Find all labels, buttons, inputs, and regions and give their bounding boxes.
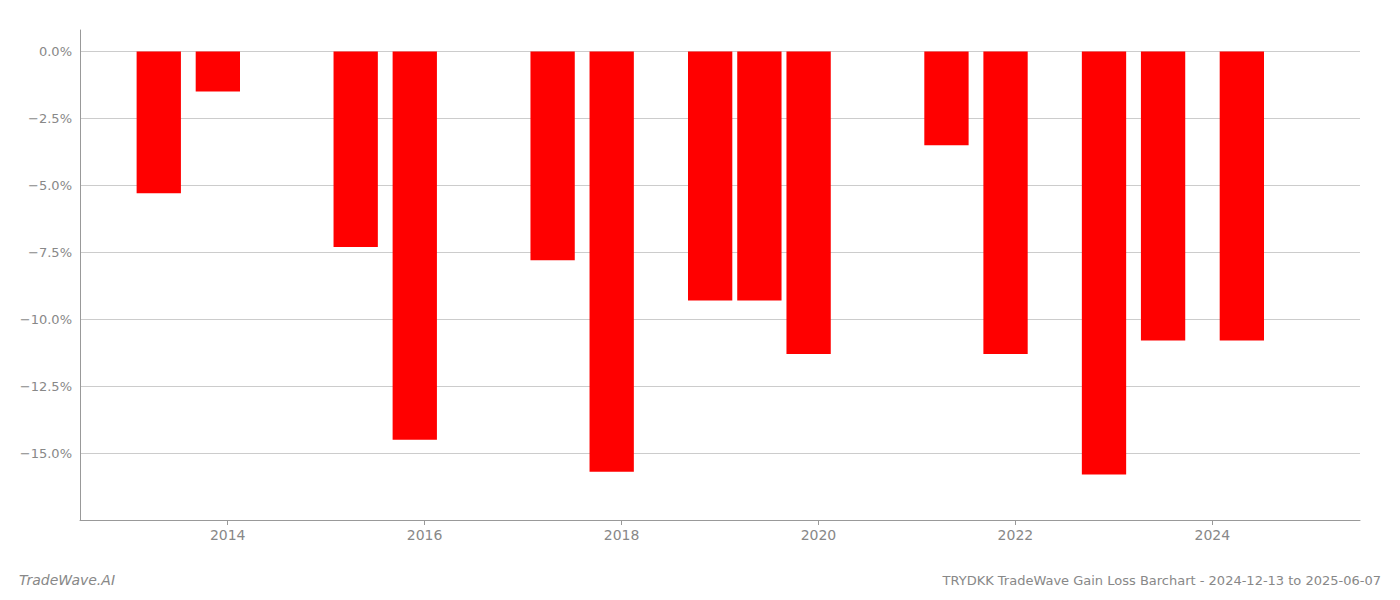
svg-text:TRYDKK TradeWave Gain Loss Bar: TRYDKK TradeWave Gain Loss Barchart - 20… [942,573,1381,588]
svg-text:−5.0%: −5.0% [28,178,72,193]
svg-text:−7.5%: −7.5% [28,245,72,260]
svg-text:2014: 2014 [210,527,246,543]
svg-text:−12.5%: −12.5% [20,379,72,394]
svg-text:2018: 2018 [604,527,640,543]
svg-text:2016: 2016 [407,527,443,543]
svg-text:2020: 2020 [801,527,837,543]
svg-text:0.0%: 0.0% [39,44,72,59]
svg-text:−15.0%: −15.0% [20,446,72,461]
svg-text:2022: 2022 [998,527,1034,543]
svg-text:−10.0%: −10.0% [20,312,72,327]
svg-text:−2.5%: −2.5% [28,111,72,126]
svg-text:2024: 2024 [1194,527,1230,543]
svg-text:TradeWave.AI: TradeWave.AI [19,572,115,588]
